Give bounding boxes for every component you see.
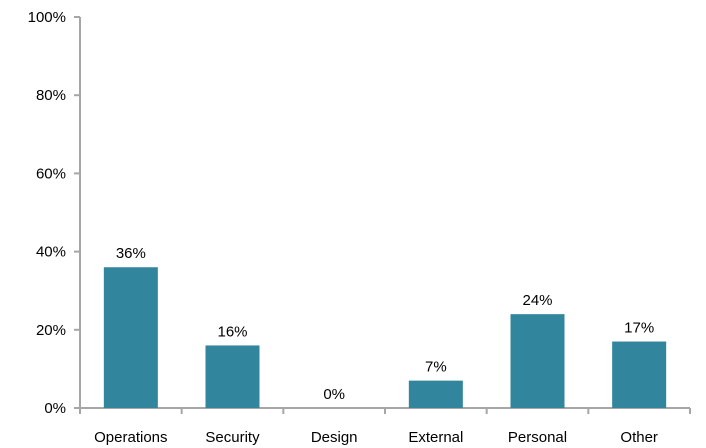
y-tick-label: 40% [36, 244, 66, 261]
category-label: Design [311, 429, 358, 446]
category-label: Security [205, 429, 260, 446]
chart-axes [74, 16, 691, 414]
category-label: Personal [508, 429, 567, 446]
bar [510, 314, 565, 408]
y-tick-label: 100% [28, 9, 66, 26]
chart-bars [103, 267, 667, 408]
data-label: 0% [323, 386, 345, 403]
bar [408, 380, 463, 408]
category-label: External [408, 429, 463, 446]
data-label: 24% [522, 292, 552, 309]
data-label: 17% [624, 320, 654, 337]
data-label: 36% [116, 245, 146, 262]
data-label: 7% [425, 359, 447, 376]
chart-labels: 0% 20% 40% 60% 80% 100% 36% Operations 16% Securi… [28, 9, 658, 446]
bar [205, 345, 260, 408]
y-tick-label: 20% [36, 322, 66, 339]
y-tick-label: 60% [36, 165, 66, 182]
data-label: 16% [217, 323, 247, 340]
category-label: Other [620, 429, 658, 446]
y-tick-label: 80% [36, 87, 66, 104]
bar [103, 267, 158, 408]
bar [612, 341, 667, 408]
category-label: Operations [94, 429, 167, 446]
y-tick-label: 0% [44, 400, 66, 417]
